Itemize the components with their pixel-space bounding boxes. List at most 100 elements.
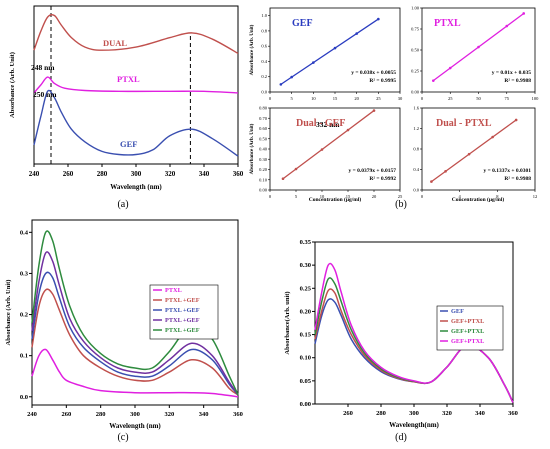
d-x-tick-label: 280 <box>376 410 386 417</box>
c-y-tick-label: 0.1 <box>20 353 28 360</box>
d-x-tick-label: 300 <box>409 410 419 417</box>
b-x-tick-label: 10 <box>311 96 316 101</box>
b-data-point <box>346 128 350 132</box>
c-legend-label: PTXL +GEF <box>165 317 200 324</box>
caption-b: (b) <box>395 199 407 210</box>
d-legend-box <box>436 305 504 351</box>
a-series-label: GEF <box>120 139 137 149</box>
b-data-point <box>320 148 324 151</box>
a-x-tick-label: 260 <box>63 170 74 178</box>
c-y-tick-label: 0.4 <box>20 229 29 236</box>
b-data-point <box>505 24 509 28</box>
b-fit-equation: y = 0.1337x + 0.0301 <box>483 168 531 174</box>
b-y-tick-label: 0.70 <box>259 116 268 121</box>
d-x-axis-label: Wavelength(nm) <box>389 421 439 429</box>
b-x-tick-label: 20 <box>372 194 377 199</box>
b-fit-equation: y = 0.0379x + 0.0157 <box>348 168 396 174</box>
c-x-tick-label: 340 <box>199 411 209 418</box>
c-x-tick-label: 280 <box>96 411 106 418</box>
b-y-tick-label: 0.6 <box>261 44 267 49</box>
c-series-line <box>31 271 239 396</box>
b-data-point <box>430 180 433 183</box>
d-y-tick-label: 0.05 <box>300 378 312 385</box>
d-y-tick-label: 0.35 <box>300 239 312 246</box>
b-x-tick-label: 0 <box>421 96 424 101</box>
b-y-tick-label: 0.50 <box>259 136 268 141</box>
d-legend-label: GEF+PTXL <box>451 338 484 345</box>
b-data-point <box>377 17 380 21</box>
b-x-tick-label: 30 <box>398 96 403 101</box>
d-x-tick-label: 320 <box>442 410 452 417</box>
c-legend-label: PTXL <box>165 287 182 294</box>
a-annotation: 250 nm <box>33 90 57 99</box>
a-x-axis-label: Wavelength (nm) <box>110 183 162 191</box>
b-x-tick-label: 75 <box>505 96 510 101</box>
b-y-tick-label: 0.30 <box>259 157 268 162</box>
c-x-axis-label: Wavelength (nm) <box>109 422 161 430</box>
b-fit-line <box>282 110 375 180</box>
b-fit-equation: y = 0.01x + 0.035 <box>492 70 532 76</box>
b-subplot-title: Dual - GEF <box>296 118 345 129</box>
b-fit-r2: R² = 0.9992 <box>369 176 396 182</box>
a-x-tick-label: 360 <box>233 170 244 178</box>
b-data-point <box>290 75 293 79</box>
d-y-axis-label: Absorbance(Arb. unit) <box>284 291 291 354</box>
c-x-tick-label: 320 <box>164 411 174 418</box>
b-x-tick-label: 100 <box>532 96 540 101</box>
b-y-tick-label: 1.2 <box>413 126 419 131</box>
b-x-tick-label: 25 <box>448 96 453 101</box>
b-subplot-title: Dual - PTXL <box>436 118 492 129</box>
b-y-tick-label: 1.0 <box>261 13 267 18</box>
b-y-tick-label: 0.8 <box>413 147 419 152</box>
c-series-line <box>31 348 239 398</box>
b-y-tick-label: 0.10 <box>259 177 268 182</box>
b-y-tick-label: 0.20 <box>259 167 268 172</box>
b-x-tick-label: 0 <box>269 194 272 199</box>
c-x-tick-label: 360 <box>233 411 243 418</box>
d-legend-label: GEF <box>451 308 464 315</box>
b-x-axis-label: Concentration (µg/ml) <box>309 196 362 203</box>
b-data-point <box>312 61 315 64</box>
d-y-tick-label: 0.25 <box>300 285 312 292</box>
b-fit-equation: y = 0.038x + 0.0055 <box>351 70 396 76</box>
d-y-tick-label: 0.00 <box>300 401 311 408</box>
c-series-line <box>31 251 239 396</box>
c-legend-label: PTXL +GEF <box>165 297 200 304</box>
c-y-axis-label: Absorbance (Arb. Unit) <box>5 280 12 346</box>
b-x-tick-label: 10 <box>320 194 325 199</box>
b-y-axis-label: Absorbance (Arb. Unit) <box>250 24 255 75</box>
b-x-tick-label: 5 <box>291 96 294 101</box>
b-y-tick-label: 0.8 <box>261 28 267 33</box>
d-legend-label: GEF+PTXL <box>451 318 484 325</box>
d-x-tick-label: 360 <box>508 410 518 417</box>
b-y-tick-label: 0.75 <box>411 27 420 32</box>
a-x-tick-label: 240 <box>29 170 40 178</box>
b-data-point <box>477 45 480 49</box>
d-y-tick-label: 0.30 <box>300 262 311 269</box>
b-y-tick-label: 0.0 <box>261 90 267 95</box>
b-y-tick-label: 0.00 <box>411 90 420 95</box>
d-y-tick-label: 0.20 <box>300 308 311 315</box>
c-y-tick-label: 0.2 <box>20 312 28 319</box>
b-data-point <box>491 135 494 139</box>
b-x-tick-label: 15 <box>346 194 351 199</box>
b-x-tick-label: 8 <box>496 194 499 199</box>
b-fit-r2: R² = 0.9988 <box>504 176 531 182</box>
b-y-tick-label: 0.60 <box>259 126 268 131</box>
d-y-tick-label: 0.10 <box>300 355 311 362</box>
caption-a: (a) <box>117 199 128 210</box>
b-x-tick-label: 4 <box>459 194 462 199</box>
b-x-tick-label: 15 <box>333 96 338 101</box>
b-y-tick-label: 0.4 <box>261 59 267 64</box>
caption-d: (d) <box>395 432 407 443</box>
a-y-axis-label: Absorbance (Arb. Unit) <box>9 52 16 118</box>
b-y-tick-label: 1.00 <box>411 6 420 11</box>
b-y-tick-label: 0.80 <box>259 106 268 111</box>
b-x-axis-label: Concentration (µg/ml) <box>452 196 505 203</box>
b-data-point <box>294 167 298 171</box>
b-x-tick-label: 25 <box>398 194 403 199</box>
b-data-point <box>279 83 283 86</box>
b-y-tick-label: 0.00 <box>259 188 268 193</box>
c-series-line <box>31 288 239 396</box>
